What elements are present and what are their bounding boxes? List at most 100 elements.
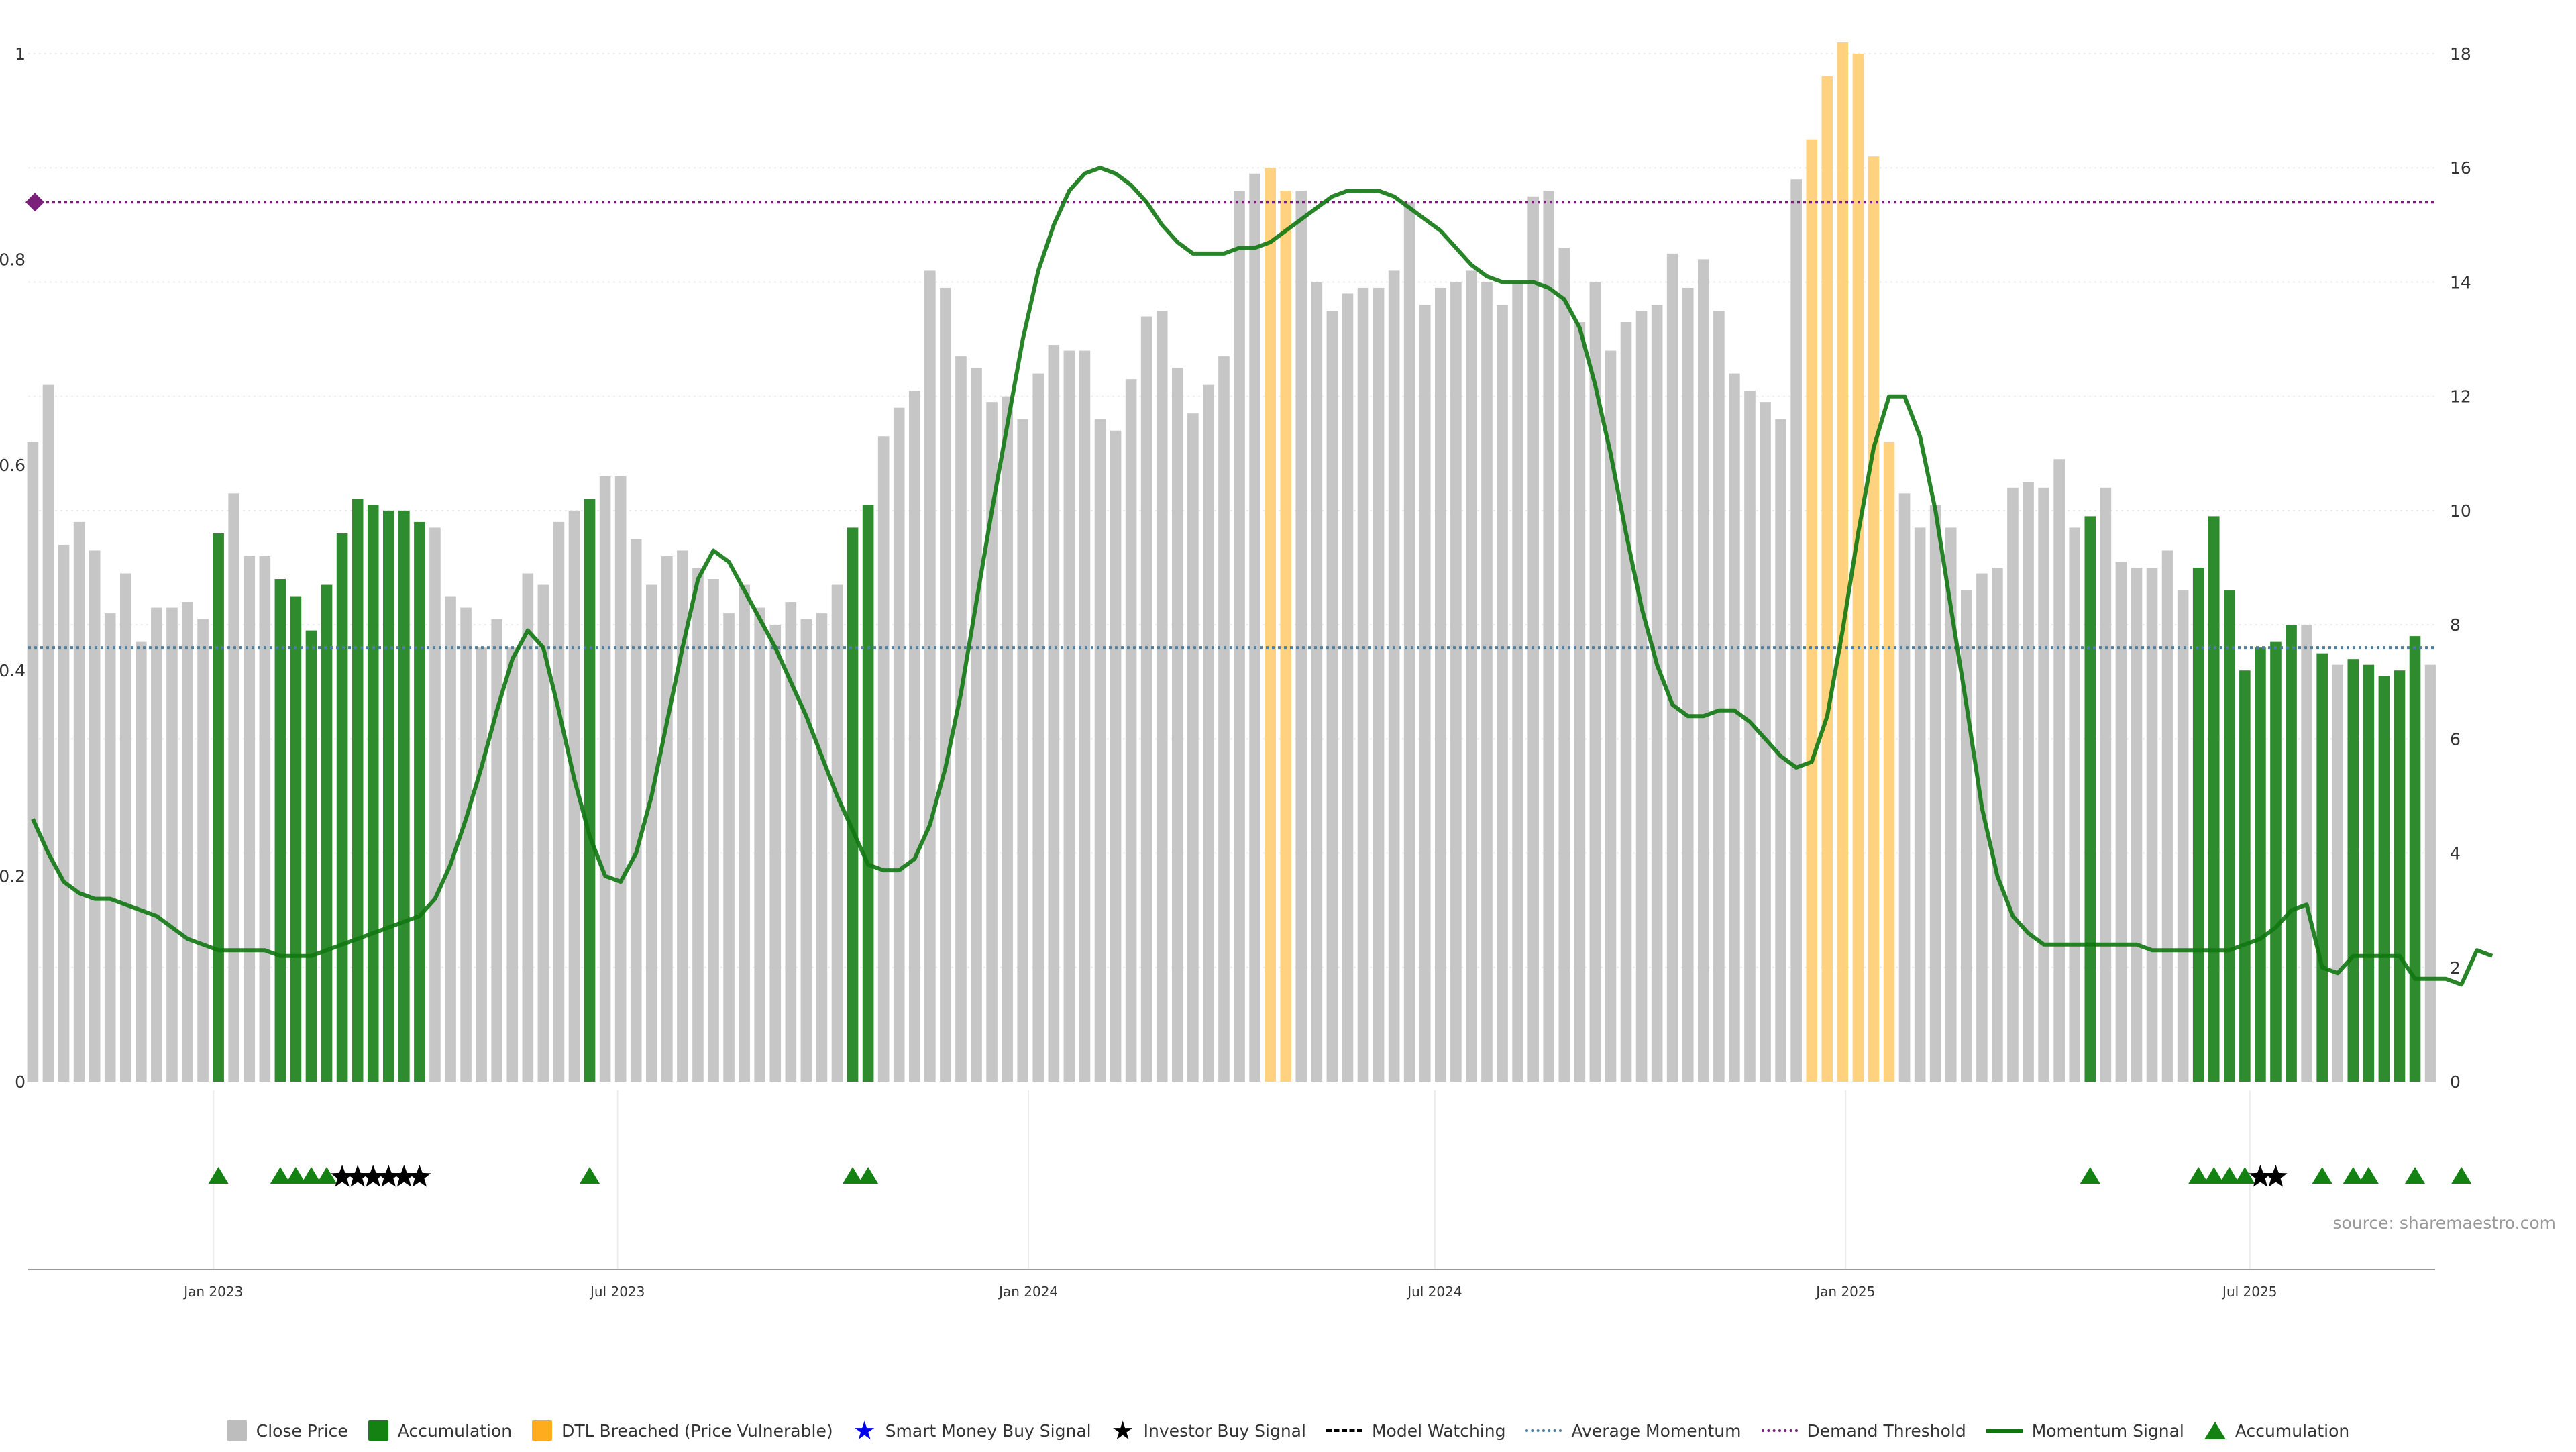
accumulation-bar bbox=[2409, 636, 2421, 1082]
accumulation-triangle bbox=[317, 1167, 337, 1184]
close-price-bar bbox=[1002, 396, 1013, 1082]
close-price-bar bbox=[1744, 391, 1756, 1082]
close-price-bar bbox=[119, 573, 131, 1082]
legend-item: ★ Investor Buy Signal bbox=[1112, 1418, 1306, 1443]
close-price-bar bbox=[645, 584, 657, 1082]
y-right-tick-label: 10 bbox=[2450, 501, 2471, 521]
close-price-bar bbox=[955, 356, 967, 1082]
accumulation-bar bbox=[2239, 670, 2251, 1082]
y-right-tick-label: 2 bbox=[2450, 958, 2461, 978]
close-price-bar bbox=[476, 647, 487, 1082]
x-tick-label: Jan 2025 bbox=[1815, 1284, 1875, 1300]
x-tick-label: Jul 2023 bbox=[589, 1284, 645, 1300]
legend-square-icon bbox=[226, 1420, 247, 1441]
accumulation-bar bbox=[862, 505, 874, 1082]
close-price-bar bbox=[73, 521, 85, 1082]
close-price-bar bbox=[2038, 487, 2049, 1082]
close-price-bar bbox=[2424, 664, 2436, 1082]
close-price-bar bbox=[1048, 345, 1060, 1082]
source-credit: source: sharemaestro.com bbox=[2332, 1213, 2557, 1233]
accumulation-bar bbox=[2192, 568, 2204, 1082]
legend-label: Average Momentum bbox=[1571, 1420, 1741, 1441]
close-price-bar bbox=[1666, 253, 1678, 1082]
legend-line-icon bbox=[1986, 1429, 2023, 1433]
close-price-bar bbox=[1898, 493, 1911, 1082]
close-price-bar bbox=[1079, 350, 1091, 1082]
accumulation-triangle bbox=[2188, 1167, 2209, 1184]
accumulation-triangle bbox=[301, 1167, 321, 1184]
y-right-tick-label: 18 bbox=[2450, 44, 2471, 64]
chart-legend: Close Price Accumulation DTL Breached (Pri… bbox=[0, 1416, 2576, 1445]
accumulation-triangle bbox=[270, 1167, 290, 1184]
legend-triangle-icon bbox=[2204, 1422, 2226, 1439]
close-price-bar bbox=[2146, 568, 2158, 1082]
legend-label: Accumulation bbox=[2235, 1420, 2350, 1441]
close-price-bar bbox=[800, 619, 812, 1082]
accumulation-bar bbox=[2316, 653, 2328, 1082]
close-price-bar bbox=[1466, 270, 1477, 1082]
legend-label: Accumulation bbox=[397, 1420, 513, 1441]
momentum-signal-line bbox=[31, 166, 2493, 987]
close-price-bar bbox=[553, 521, 565, 1082]
close-price-bar bbox=[2161, 550, 2174, 1082]
legend-item: Average Momentum bbox=[1525, 1421, 1741, 1441]
close-price-bar bbox=[754, 607, 765, 1082]
close-price-bar bbox=[924, 270, 936, 1082]
close-price-bar bbox=[2053, 459, 2065, 1082]
close-price-bar bbox=[1574, 322, 1586, 1082]
y-right-tick-label: 14 bbox=[2450, 272, 2471, 292]
close-price-bar bbox=[1589, 282, 1601, 1082]
x-tick-label: Jan 2024 bbox=[998, 1284, 1058, 1300]
close-price-bar bbox=[1094, 419, 1106, 1082]
dtl-breached-bar bbox=[1883, 442, 1895, 1082]
accumulation-triangle bbox=[2080, 1167, 2100, 1184]
x-tick-label: Jul 2024 bbox=[1406, 1284, 1462, 1300]
accumulation-bar bbox=[584, 499, 596, 1082]
close-price-bar bbox=[1357, 287, 1369, 1082]
close-price-bar bbox=[769, 625, 782, 1082]
accumulation-bar bbox=[414, 521, 425, 1082]
accumulation-bar bbox=[2394, 670, 2406, 1082]
dtl-breached-bar bbox=[1837, 42, 1849, 1082]
accumulation-bar bbox=[321, 584, 333, 1082]
accumulation-bar bbox=[213, 533, 224, 1082]
investor-buy-star bbox=[346, 1165, 370, 1187]
close-price-bar bbox=[197, 619, 209, 1082]
close-price-bar bbox=[1713, 311, 1725, 1082]
dtl-breached-bar bbox=[1265, 168, 1276, 1082]
investor-buy-star bbox=[362, 1165, 385, 1187]
accumulation-bar bbox=[2286, 625, 2297, 1082]
close-price-bar bbox=[1976, 573, 1988, 1082]
accumulation-bar bbox=[2208, 516, 2220, 1082]
y-right-tick-label: 0 bbox=[2450, 1072, 2461, 1092]
accumulation-bar bbox=[2270, 641, 2282, 1082]
close-price-bar bbox=[136, 641, 147, 1082]
close-price-bar bbox=[2069, 527, 2081, 1082]
dtl-breached-bar bbox=[1868, 156, 1880, 1082]
close-price-bar bbox=[1140, 316, 1152, 1082]
legend-label: Demand Threshold bbox=[1807, 1420, 1966, 1441]
close-price-bar bbox=[445, 596, 456, 1082]
close-price-bar bbox=[1171, 368, 1183, 1082]
accumulation-bar bbox=[2224, 590, 2235, 1082]
accumulation-triangle bbox=[2405, 1167, 2426, 1184]
accumulation-bar bbox=[2084, 516, 2096, 1082]
y-left-tick-label: 0.8 bbox=[0, 250, 25, 269]
accumulation-bar bbox=[352, 499, 364, 1082]
close-price-bar bbox=[877, 436, 890, 1082]
close-price-bar bbox=[166, 607, 178, 1082]
investor-buy-star bbox=[2249, 1165, 2272, 1187]
close-price-bar bbox=[42, 384, 54, 1082]
close-price-bar bbox=[785, 602, 797, 1082]
investor-buy-star bbox=[392, 1165, 416, 1187]
legend-item: DTL Breached (Price Vulnerable) bbox=[532, 1420, 833, 1441]
accumulation-triangle bbox=[2235, 1167, 2255, 1184]
close-price-bar bbox=[182, 602, 193, 1082]
legend-item: Model Watching bbox=[1326, 1421, 1505, 1441]
accumulation-bar bbox=[2378, 676, 2390, 1082]
close-price-bar bbox=[723, 613, 735, 1082]
close-price-bar bbox=[491, 619, 502, 1082]
close-price-bar bbox=[1373, 287, 1385, 1082]
